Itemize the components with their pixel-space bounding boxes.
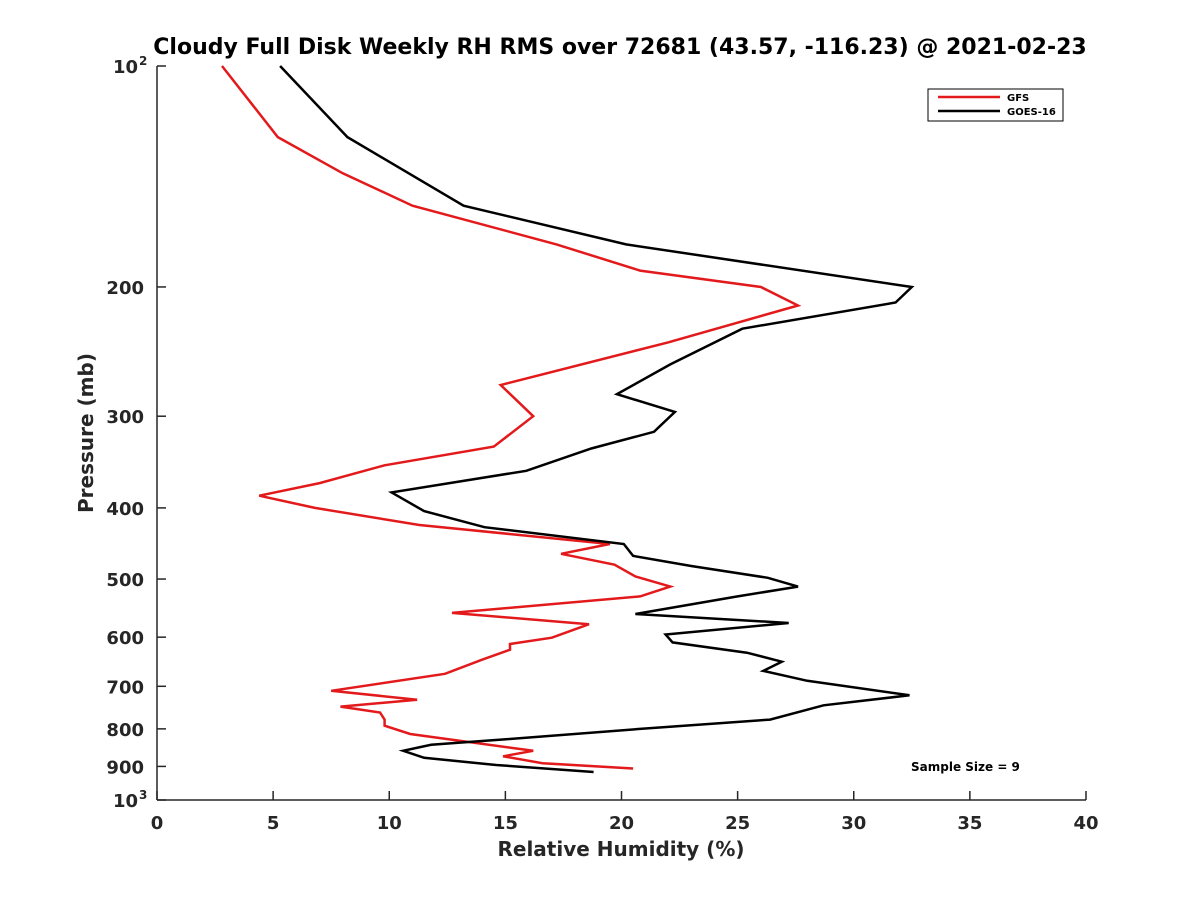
y-tick-label: 700 bbox=[106, 677, 144, 698]
x-axis-label: Relative Humidity (%) bbox=[497, 837, 744, 861]
series-line-gfs bbox=[221, 65, 802, 770]
x-tick-label: 20 bbox=[609, 813, 634, 834]
y-tick-exponent: 3 bbox=[139, 788, 147, 802]
x-tick-label: 25 bbox=[725, 813, 750, 834]
y-tick-label: 600 bbox=[106, 628, 144, 649]
x-tick-label: 0 bbox=[151, 813, 164, 834]
legend-label-goes16: GOES-16 bbox=[1007, 107, 1056, 118]
legend-box bbox=[927, 88, 1064, 122]
sample-size-annotation: Sample Size = 9 bbox=[911, 760, 1020, 774]
x-tick-label: 5 bbox=[267, 813, 280, 834]
y-tick-label: 400 bbox=[106, 499, 144, 520]
y-tick-label: 500 bbox=[106, 570, 144, 591]
y-axis-label: Pressure (mb) bbox=[74, 353, 98, 513]
y-tick-label: 300 bbox=[106, 407, 144, 428]
y-tick-label: 800 bbox=[106, 720, 144, 741]
y-tick-label: 10 bbox=[113, 57, 138, 78]
x-tick-label: 30 bbox=[841, 813, 866, 834]
y-tick-exponent: 2 bbox=[139, 54, 147, 68]
y-tick-label: 200 bbox=[106, 278, 144, 299]
y-tick-label: 900 bbox=[106, 757, 144, 778]
x-axis-ticks: 0 5 10 15 20 25 30 35 40 bbox=[151, 791, 1099, 834]
series-line-goes16 bbox=[279, 65, 915, 774]
legend: GFS GOES-16 bbox=[927, 88, 1064, 122]
legend-label-gfs: GFS bbox=[1007, 93, 1029, 104]
plot-area bbox=[221, 65, 915, 774]
x-tick-label: 10 bbox=[377, 813, 402, 834]
x-tick-label: 15 bbox=[493, 813, 518, 834]
x-tick-label: 40 bbox=[1073, 813, 1098, 834]
y-tick-label: 10 bbox=[113, 791, 138, 812]
chart-title: Cloudy Full Disk Weekly RH RMS over 7268… bbox=[153, 35, 1086, 60]
x-tick-label: 35 bbox=[957, 813, 982, 834]
